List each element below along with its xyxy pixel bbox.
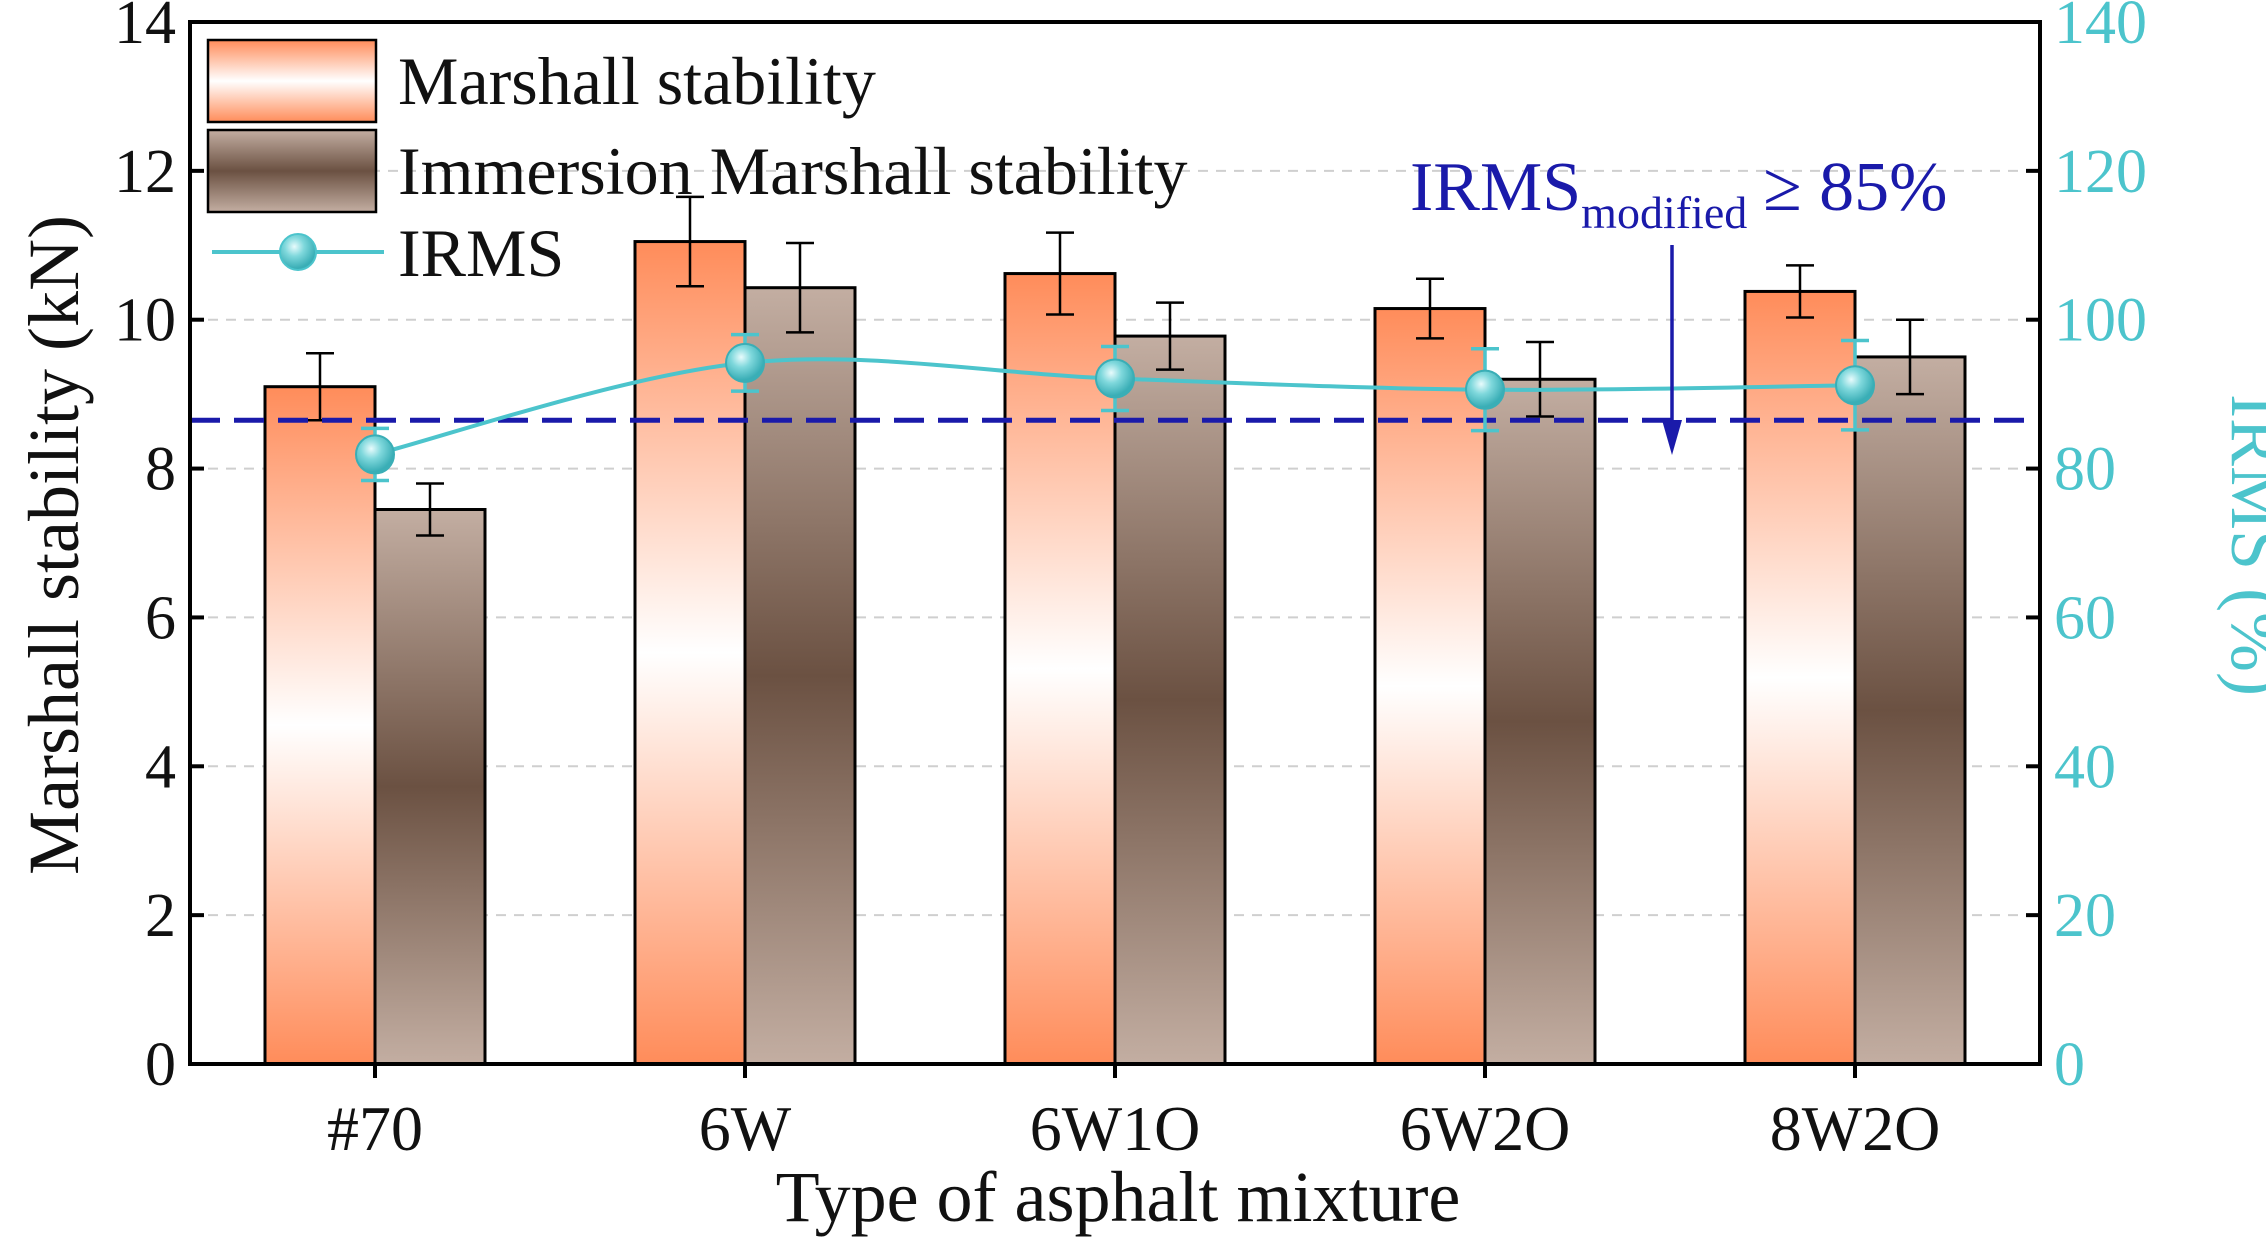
irms-point xyxy=(1465,369,1505,410)
irms-point xyxy=(355,434,395,475)
legend: Marshall stability Immersion Marshall st… xyxy=(206,38,1187,291)
legend-swatch-immersion xyxy=(206,128,378,214)
legend-label-marshall: Marshall stability xyxy=(398,43,876,119)
y-tick-label: 0 xyxy=(145,1031,176,1099)
y2-tick-label: 80 xyxy=(2054,436,2116,504)
x-tick-label: 6W1O xyxy=(1030,1093,1201,1164)
bars xyxy=(263,195,1967,1066)
y-tick-label: 14 xyxy=(114,0,176,57)
y2-tick-label: 0 xyxy=(2054,1031,2085,1099)
legend-label-immersion: Immersion Marshall stability xyxy=(398,133,1187,209)
threshold-label-main: IRMS xyxy=(1410,149,1581,226)
bar-immersion xyxy=(373,508,487,1066)
y-tick-label: 4 xyxy=(145,733,176,801)
y2-tick-label: 20 xyxy=(2054,882,2116,950)
bar-immersion xyxy=(1113,334,1227,1066)
irms-point xyxy=(1835,365,1875,406)
x-tick-label: 6W2O xyxy=(1400,1093,1571,1164)
y2-tick-label: 60 xyxy=(2054,584,2116,652)
legend-swatch-marshall xyxy=(206,38,378,124)
threshold-annotation: IRMSmodified ≥ 85% xyxy=(1410,149,1947,455)
bar-immersion xyxy=(1483,377,1597,1066)
irms-series xyxy=(355,332,1875,483)
bar-marshall xyxy=(1743,289,1857,1066)
irms-point xyxy=(725,342,765,383)
x-tick-label: 8W2O xyxy=(1770,1093,1941,1164)
bar-immersion xyxy=(743,286,857,1066)
bar-marshall xyxy=(263,385,377,1066)
y-axis-title: Marshall stability (kN) xyxy=(14,215,94,875)
x-tick-label: 6W xyxy=(699,1093,792,1164)
threshold-label-tail: ≥ 85% xyxy=(1763,149,1947,226)
y-tick-label: 10 xyxy=(114,287,176,355)
bar-marshall xyxy=(1003,272,1117,1066)
y2-tick-label: 40 xyxy=(2054,733,2116,801)
threshold-label-sub: modified xyxy=(1581,187,1747,238)
irms-point xyxy=(1095,358,1135,399)
legend-marker-irms xyxy=(279,233,317,271)
y2-tick-label: 120 xyxy=(2054,138,2147,206)
bar-immersion xyxy=(1853,355,1967,1066)
y-tick-label: 6 xyxy=(145,584,176,652)
y2-tick-label: 140 xyxy=(2054,0,2147,57)
y2-tick-label: 100 xyxy=(2054,287,2147,355)
legend-label-irms: IRMS xyxy=(398,215,564,291)
y-tick-label: 8 xyxy=(145,436,176,504)
y-tick-label: 2 xyxy=(145,882,176,950)
threshold-label: IRMSmodified ≥ 85% xyxy=(1410,149,1947,238)
y-tick-label: 12 xyxy=(114,138,176,206)
x-tick-label: #70 xyxy=(327,1093,423,1164)
threshold-arrow-head xyxy=(1662,420,1682,455)
x-axis-title: Type of asphalt mixture xyxy=(776,1157,1461,1237)
y2-axis-title: IRMS (%) xyxy=(2216,394,2266,696)
